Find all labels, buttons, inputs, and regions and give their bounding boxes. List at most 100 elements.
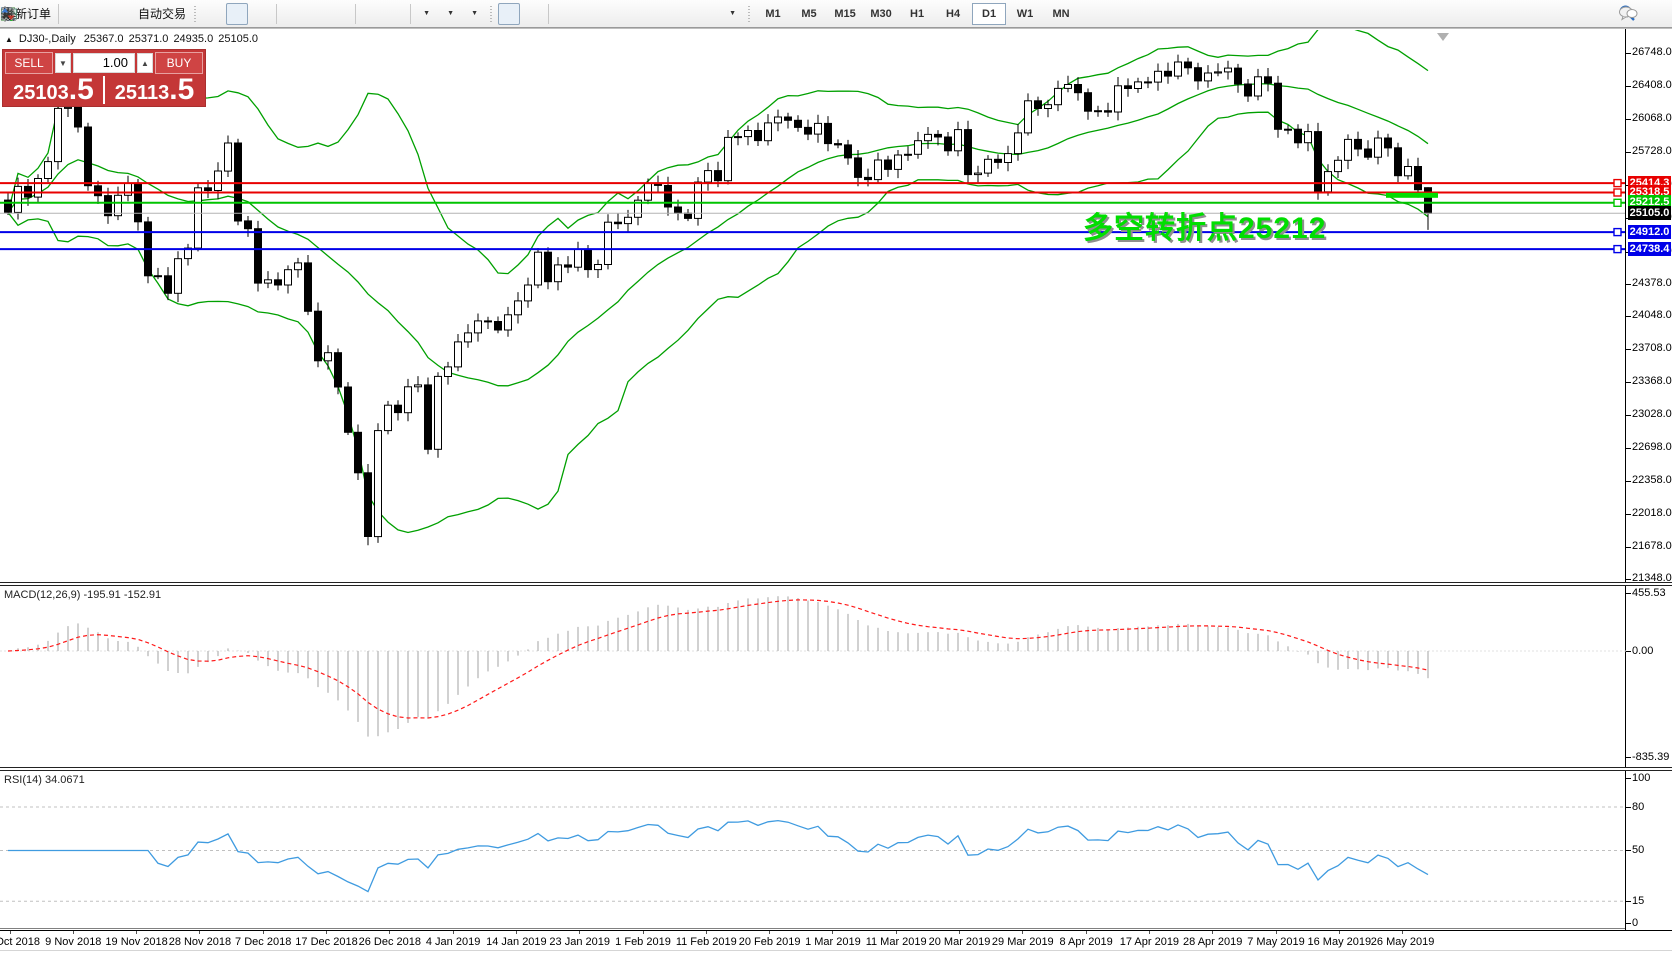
price-tick-dash (1626, 579, 1631, 580)
timeframe-button-d1[interactable]: D1 (972, 2, 1007, 25)
arrows-dropdown[interactable]: ▼ (1, 3, 743, 25)
volume-input[interactable]: 1.00 (73, 53, 135, 73)
text-label-icon: T (1, 7, 15, 21)
macd-tick-dash (1626, 757, 1631, 758)
buy-price[interactable]: 25113.5 (106, 75, 203, 105)
timeframe-button-mn[interactable]: MN (1052, 7, 1070, 20)
chart-shift-button[interactable] (1, 3, 406, 25)
time-tick (1276, 931, 1277, 934)
chart-header: ▲ DJ30-,Daily 25367.0 25371.0 24935.0 25… (5, 33, 258, 45)
chart-text-annotation[interactable]: 多空转折点25212 (1083, 212, 1327, 245)
time-tick (1212, 931, 1213, 934)
timeframe-button-m5[interactable]: M5 (801, 7, 817, 20)
cursor-tool-button[interactable] (4, 2, 521, 25)
rsi-value: 34.0671 (44, 774, 85, 786)
bar-chart-button[interactable] (2, 3, 224, 25)
level-price-label-current-price: 25105.0 (1628, 206, 1671, 220)
buy-button[interactable]: BUY (155, 52, 203, 74)
main-toolbar: 新订单 自动交易 ▼ ▼ (0, 0, 1672, 28)
panel-splitter[interactable] (0, 767, 1672, 771)
price-tick-dash (1626, 316, 1631, 317)
sell-price[interactable]: 25103.5 (5, 73, 102, 106)
new-order-button[interactable]: 新订单 (2, 3, 54, 25)
macd-panel-canvas[interactable] (0, 586, 1626, 767)
rsi-panel-canvas[interactable] (0, 771, 1626, 930)
zoom-out-button[interactable] (1, 3, 327, 25)
vertical-line-tool[interactable] (6, 3, 575, 25)
text-label-tool[interactable]: T (1, 3, 719, 25)
time-tick (453, 931, 454, 934)
time-label: 14 Jan 2019 (486, 936, 547, 948)
level-price-label-support: 24738.4 (1628, 242, 1671, 256)
chevron-down-icon: ▼ (471, 10, 478, 17)
macd-header: MACD(12,26,9) -195.91 -152.91 (4, 589, 161, 601)
price-tick-label: 23708.0 (1632, 342, 1672, 354)
time-label: 11 Feb 2019 (675, 936, 737, 948)
price-divider (103, 76, 105, 104)
new-order-label: 新订单 (15, 7, 52, 21)
timeframe-button-h4[interactable]: H4 (946, 7, 961, 20)
profile-button[interactable] (1, 3, 109, 25)
new-chart-dropdown[interactable]: ▼ (2, 3, 437, 25)
timeframe-button-w1[interactable]: W1 (1016, 7, 1034, 20)
market-watch-button[interactable] (1, 3, 85, 25)
price-tick-label: 25728.0 (1632, 145, 1672, 157)
auto-scroll-button[interactable] (1, 3, 382, 25)
fibonacci-tool[interactable]: F (2, 3, 671, 25)
timeframe-button-m30[interactable]: M30 (870, 7, 892, 20)
signals-button[interactable] (2, 3, 133, 25)
time-label: 9 Nov 2018 (45, 936, 102, 948)
chevron-down-icon: ▼ (447, 10, 454, 17)
time-label: 17 Dec 2018 (295, 936, 358, 948)
horizontal-line-tool[interactable] (1, 3, 599, 25)
tile-windows-button[interactable] (1, 3, 351, 25)
zoom-in-button[interactable] (1, 3, 303, 25)
template-dropdown[interactable]: ▼ (1, 3, 485, 25)
line-chart-button[interactable] (0, 3, 272, 25)
svg-text:A: A (3, 6, 12, 21)
text-tool[interactable]: A (3, 3, 695, 25)
time-tick (1086, 931, 1087, 934)
chat-icon (1619, 6, 1638, 21)
equidistant-channel-tool[interactable]: E (1, 3, 647, 25)
auto-trading-button[interactable]: 自动交易 (1, 3, 189, 25)
price-tick-dash (1626, 514, 1631, 515)
volume-decrease-button[interactable]: ▼ (55, 53, 71, 73)
time-label: 20 Feb 2019 (738, 936, 801, 948)
time-tick (1022, 931, 1023, 934)
price-tick-dash (1626, 152, 1631, 153)
crosshair-tool-button[interactable] (1, 3, 544, 25)
timeframe-button-m15[interactable]: M15 (834, 7, 856, 20)
chat-button[interactable] (1619, 2, 1665, 24)
timeframe-button-m1[interactable]: M1 (765, 7, 781, 20)
timeframe-button-h1[interactable]: H1 (910, 7, 925, 20)
rsi-axis-label: 15 (1632, 895, 1645, 907)
volume-increase-button[interactable]: ▲ (137, 53, 153, 73)
rsi-tick-dash (1626, 901, 1631, 902)
period-dropdown[interactable]: ▼ (1, 3, 461, 25)
toolbar-grip[interactable] (746, 3, 754, 24)
rsi-tick-dash (1626, 807, 1631, 808)
price-tick-label: 24378.0 (1632, 277, 1672, 289)
chart-top-border (0, 28, 1672, 29)
time-tick (579, 931, 580, 934)
time-tick (832, 931, 833, 934)
sell-button[interactable]: SELL (5, 52, 53, 74)
collapse-panel-arrow[interactable]: ▲ (5, 34, 13, 44)
macd-main-value: -195.91 (83, 589, 121, 601)
chevron-down-icon: ▼ (423, 10, 430, 17)
time-label: 29 Mar 2019 (991, 936, 1054, 948)
chart-shift-marker-icon[interactable] (1437, 33, 1449, 41)
sell-price-frac: .5 (68, 73, 94, 106)
trendline-tool[interactable] (1, 3, 623, 25)
trendline-icon (1, 7, 14, 20)
svg-text:T: T (5, 9, 12, 21)
toolbar-grip[interactable] (192, 3, 200, 24)
time-label: 20 Mar 2019 (928, 936, 991, 948)
panel-splitter[interactable] (0, 582, 1672, 586)
toolbar-grip[interactable] (488, 3, 496, 24)
main-chart-canvas[interactable] (0, 29, 1626, 583)
candlestick-chart-button[interactable] (2, 2, 249, 25)
horizontal-levels[interactable] (0, 178, 1626, 254)
